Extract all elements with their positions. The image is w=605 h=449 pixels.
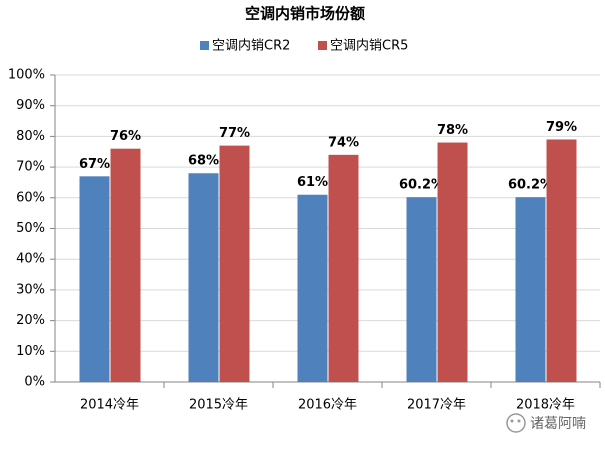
- bar: [79, 176, 110, 382]
- x-tick-label: 2015冷年: [189, 398, 248, 413]
- bar: [515, 197, 546, 382]
- chart-title: 空调内销市场份额: [245, 5, 365, 23]
- y-tick-label: 80%: [16, 129, 45, 144]
- legend-label: 空调内销CR5: [330, 38, 408, 54]
- value-label: 79%: [546, 120, 577, 135]
- value-label: 68%: [188, 154, 219, 169]
- value-label: 78%: [437, 123, 468, 138]
- y-tick-label: 100%: [8, 68, 45, 83]
- legend-label: 空调内销CR2: [212, 38, 290, 54]
- watermark-icon: [506, 413, 526, 433]
- y-tick-label: 50%: [16, 221, 45, 236]
- value-label: 60.2%: [399, 178, 444, 193]
- bar: [219, 145, 250, 382]
- bar: [546, 139, 577, 382]
- bar: [406, 197, 437, 382]
- y-tick-label: 20%: [16, 313, 45, 328]
- x-tick-label: 2017冷年: [407, 398, 466, 413]
- watermark: 诸葛阿喃: [530, 416, 586, 432]
- legend-swatch: [318, 41, 327, 50]
- value-label: 60.2%: [508, 178, 553, 193]
- bar: [328, 154, 359, 382]
- y-tick-label: 0%: [24, 375, 45, 390]
- value-label: 67%: [79, 157, 110, 172]
- value-label: 76%: [110, 129, 141, 144]
- bar: [297, 194, 328, 382]
- legend-swatch: [200, 41, 209, 50]
- y-tick-label: 40%: [16, 252, 45, 267]
- y-tick-label: 90%: [16, 98, 45, 113]
- x-tick-label: 2014冷年: [80, 398, 139, 413]
- y-tick-label: 60%: [16, 190, 45, 205]
- bar: [437, 142, 468, 382]
- value-label: 61%: [297, 175, 328, 190]
- y-tick-label: 10%: [16, 344, 45, 359]
- value-label: 74%: [328, 135, 359, 150]
- bar: [110, 148, 141, 382]
- y-tick-label: 30%: [16, 282, 45, 297]
- value-label: 77%: [219, 126, 250, 141]
- y-tick-label: 70%: [16, 160, 45, 175]
- bar: [188, 173, 219, 382]
- x-tick-label: 2016冷年: [298, 398, 357, 413]
- x-tick-label: 2018冷年: [516, 398, 575, 413]
